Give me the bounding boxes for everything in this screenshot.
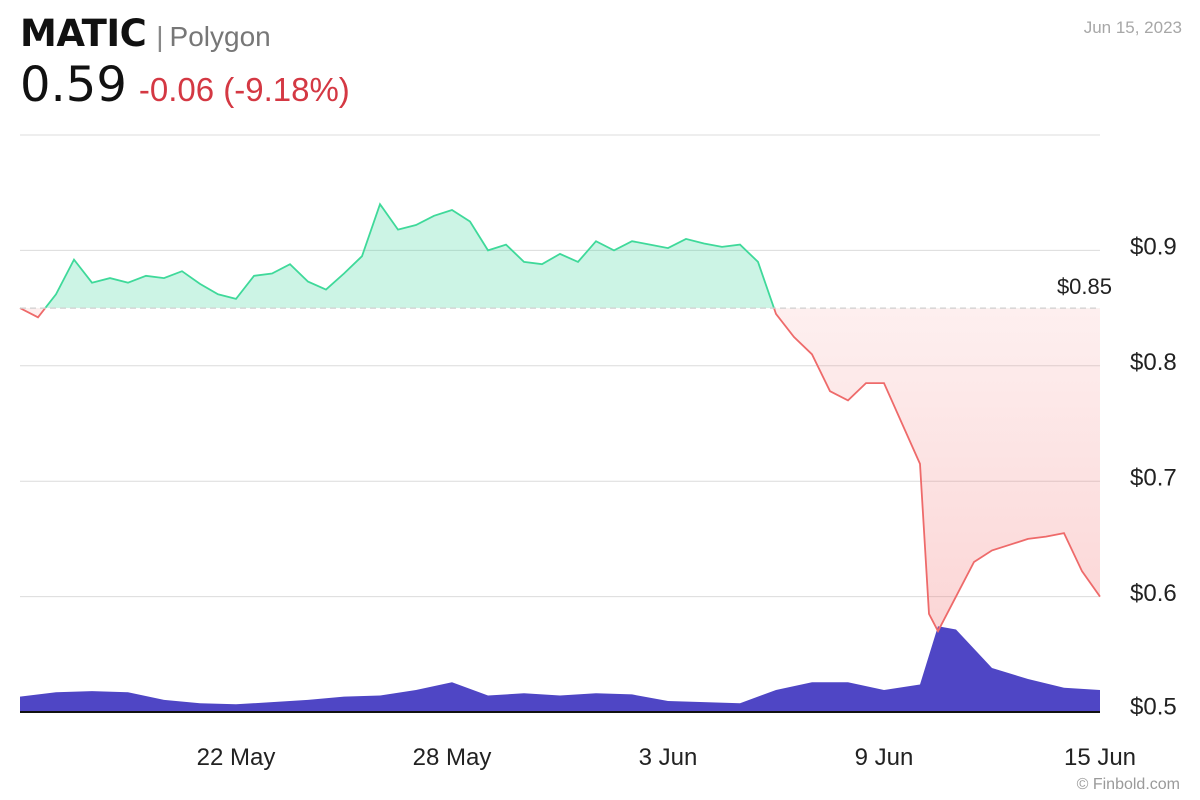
reference-label: $0.85 <box>1057 274 1112 299</box>
price-plot <box>19 202 1101 634</box>
price-line-below <box>19 308 1101 634</box>
reference-line: $0.85 <box>20 274 1112 309</box>
y-tick-label: $0.7 <box>1130 465 1177 492</box>
ticker-symbol: MATIC <box>20 12 147 55</box>
price-row: 0.59 -0.06 (-9.18%) <box>20 57 350 113</box>
chart-header: MATIC | Polygon 0.59 -0.06 (-9.18%) <box>20 12 350 113</box>
y-tick-label: $0.6 <box>1130 580 1177 607</box>
price-area-above <box>20 204 1100 309</box>
y-tick-label: $0.5 <box>1130 693 1177 720</box>
y-axis: $0.9 $0.8 $0.7 $0.6 $0.5 <box>1130 234 1177 721</box>
symbol-row: MATIC | Polygon <box>20 12 350 55</box>
volume-bars <box>20 626 1100 712</box>
title-separator: | <box>156 21 164 52</box>
price-line-above <box>19 202 775 309</box>
x-axis: 22 May 28 May 3 Jun 9 Jun 15 Jun <box>20 711 1136 771</box>
x-tick-label: 28 May <box>413 744 492 771</box>
x-tick-label: 3 Jun <box>639 744 698 771</box>
x-tick-label: 22 May <box>197 744 276 771</box>
source-credit: © Finbold.com <box>1076 776 1180 793</box>
current-price: 0.59 <box>20 57 127 113</box>
price-area-below <box>20 308 1100 632</box>
y-tick-label: $0.8 <box>1130 349 1177 376</box>
x-tick-label: 9 Jun <box>855 744 914 771</box>
y-tick-label: $0.9 <box>1130 234 1177 261</box>
volume-area <box>20 626 1100 712</box>
asset-name: Polygon <box>169 21 271 52</box>
chart-date: Jun 15, 2023 <box>1083 18 1182 37</box>
x-tick-label: 15 Jun <box>1064 744 1136 771</box>
price-change: -0.06 (-9.18%) <box>138 71 350 108</box>
